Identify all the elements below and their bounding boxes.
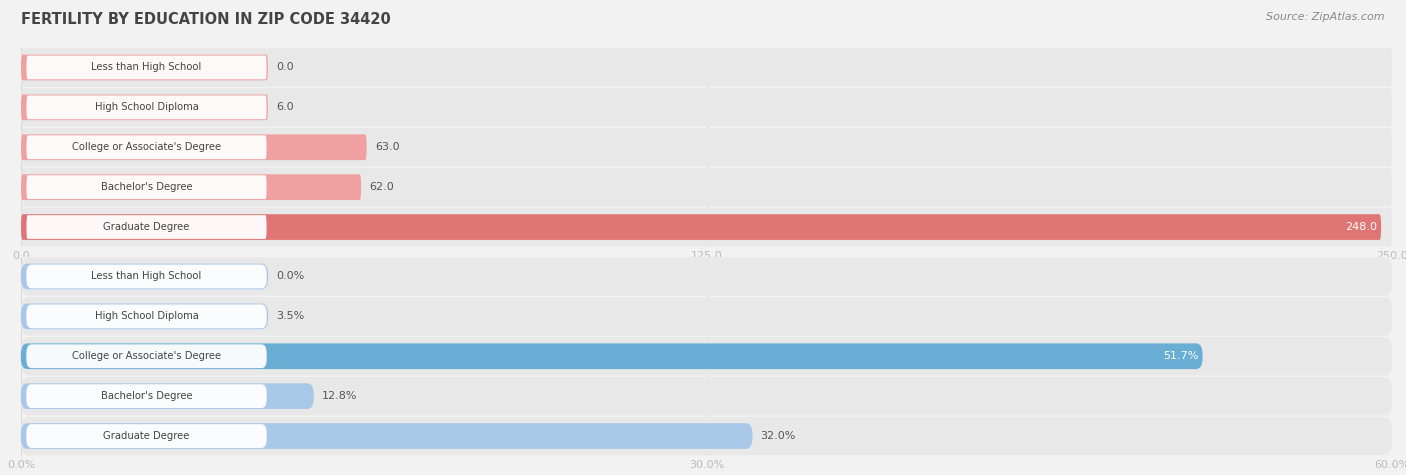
FancyBboxPatch shape (27, 265, 267, 288)
Text: 62.0: 62.0 (370, 182, 394, 192)
FancyBboxPatch shape (27, 175, 267, 199)
Text: 248.0: 248.0 (1346, 222, 1376, 232)
Text: FERTILITY BY EDUCATION IN ZIP CODE 34420: FERTILITY BY EDUCATION IN ZIP CODE 34420 (21, 12, 391, 27)
Text: 12.8%: 12.8% (322, 391, 357, 401)
Text: Graduate Degree: Graduate Degree (103, 222, 190, 232)
FancyBboxPatch shape (21, 214, 1381, 240)
FancyBboxPatch shape (21, 264, 269, 289)
FancyBboxPatch shape (27, 384, 267, 408)
FancyBboxPatch shape (21, 168, 1392, 206)
FancyBboxPatch shape (27, 215, 267, 239)
Text: Graduate Degree: Graduate Degree (103, 431, 190, 441)
FancyBboxPatch shape (27, 135, 267, 159)
FancyBboxPatch shape (21, 174, 361, 200)
FancyBboxPatch shape (21, 257, 1392, 295)
Text: Bachelor's Degree: Bachelor's Degree (101, 391, 193, 401)
FancyBboxPatch shape (21, 95, 269, 120)
FancyBboxPatch shape (21, 304, 269, 329)
FancyBboxPatch shape (21, 88, 1392, 126)
FancyBboxPatch shape (27, 304, 267, 328)
Text: 6.0: 6.0 (276, 102, 294, 113)
Text: College or Associate's Degree: College or Associate's Degree (72, 351, 221, 361)
FancyBboxPatch shape (21, 128, 1392, 166)
FancyBboxPatch shape (21, 417, 1392, 455)
FancyBboxPatch shape (21, 55, 269, 80)
FancyBboxPatch shape (27, 56, 267, 79)
FancyBboxPatch shape (21, 337, 1392, 375)
FancyBboxPatch shape (21, 423, 752, 449)
FancyBboxPatch shape (21, 48, 1392, 86)
Text: 0.0%: 0.0% (276, 271, 304, 282)
FancyBboxPatch shape (21, 297, 1392, 335)
FancyBboxPatch shape (27, 344, 267, 368)
FancyBboxPatch shape (27, 95, 267, 119)
Text: Less than High School: Less than High School (91, 271, 201, 282)
Text: Bachelor's Degree: Bachelor's Degree (101, 182, 193, 192)
Text: 63.0: 63.0 (375, 142, 399, 152)
FancyBboxPatch shape (21, 208, 1392, 246)
Text: High School Diploma: High School Diploma (94, 311, 198, 322)
Text: 51.7%: 51.7% (1163, 351, 1198, 361)
Text: High School Diploma: High School Diploma (94, 102, 198, 113)
Text: 0.0: 0.0 (276, 62, 294, 73)
FancyBboxPatch shape (21, 377, 1392, 415)
FancyBboxPatch shape (21, 383, 314, 409)
FancyBboxPatch shape (21, 343, 1202, 369)
Text: 32.0%: 32.0% (761, 431, 796, 441)
Text: Less than High School: Less than High School (91, 62, 201, 73)
FancyBboxPatch shape (21, 134, 367, 160)
Text: 3.5%: 3.5% (276, 311, 304, 322)
Text: College or Associate's Degree: College or Associate's Degree (72, 142, 221, 152)
Text: Source: ZipAtlas.com: Source: ZipAtlas.com (1267, 12, 1385, 22)
FancyBboxPatch shape (27, 424, 267, 448)
